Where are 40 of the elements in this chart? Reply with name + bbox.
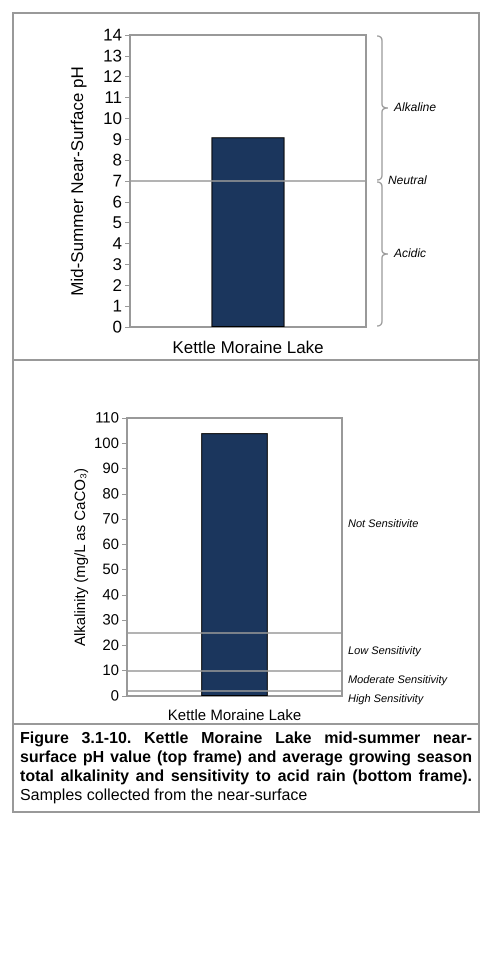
ref-line-label: Neutral <box>388 173 427 187</box>
x-tick-label: Kettle Moraine Lake <box>172 338 324 357</box>
x-tick-label: Kettle Moraine Lake <box>168 707 302 724</box>
text: Alkaline <box>394 100 436 114</box>
y-tick-label: 11 <box>104 88 122 108</box>
text: Figure 3.1-10. Kettle Moraine Lake mid-summer near-surface pH value (top frame) and average growing season total alkalinity and sensitivity to acid rain (bottom frame). <box>20 730 472 785</box>
y-tick-label: 7 <box>112 172 122 190</box>
y-axis-title: Alkalinity (mg/L as CaCO₃) <box>72 468 89 646</box>
y-tick-label: 1 <box>112 296 122 316</box>
y-tick-label: 6 <box>112 192 122 212</box>
y-tick-label: 5 <box>112 213 122 232</box>
y-tick-label: 0 <box>110 688 119 704</box>
text: Samples collected from the near-surface <box>20 787 308 804</box>
y-tick-label: 20 <box>102 636 119 654</box>
y-tick-label: 30 <box>102 612 119 629</box>
y-tick-label: 13 <box>103 46 122 66</box>
y-axis-title: Mid-Summer Near-Surface pH <box>68 66 87 296</box>
y-tick-label: 90 <box>102 460 119 478</box>
y-tick-label: 0 <box>112 318 122 336</box>
y-tick-label: 110 <box>95 410 119 426</box>
text: Acidic <box>394 246 426 260</box>
y-tick-label: 10 <box>103 108 122 128</box>
y-tick-label: 2 <box>112 276 122 295</box>
y-tick-label: 40 <box>102 586 119 604</box>
y-tick-label: 12 <box>103 67 122 86</box>
y-tick-label: 100 <box>94 434 119 452</box>
text: Low Sensitivity <box>348 644 421 657</box>
y-tick-label: 10 <box>102 662 119 680</box>
text: High Sensitivity <box>348 693 424 705</box>
text: Not Sensitivite <box>348 518 418 530</box>
y-tick-label: 70 <box>102 510 119 528</box>
y-tick-label: 50 <box>102 561 119 578</box>
y-tick-label: 3 <box>112 254 122 274</box>
y-tick-label: 14 <box>103 26 122 44</box>
y-tick-label: 4 <box>112 234 122 254</box>
y-tick-label: 9 <box>112 130 122 149</box>
y-tick-label: 80 <box>102 485 119 502</box>
text: Moderate Sensitivity <box>348 674 448 686</box>
y-tick-label: 8 <box>112 150 122 170</box>
y-tick-label: 60 <box>102 536 119 553</box>
